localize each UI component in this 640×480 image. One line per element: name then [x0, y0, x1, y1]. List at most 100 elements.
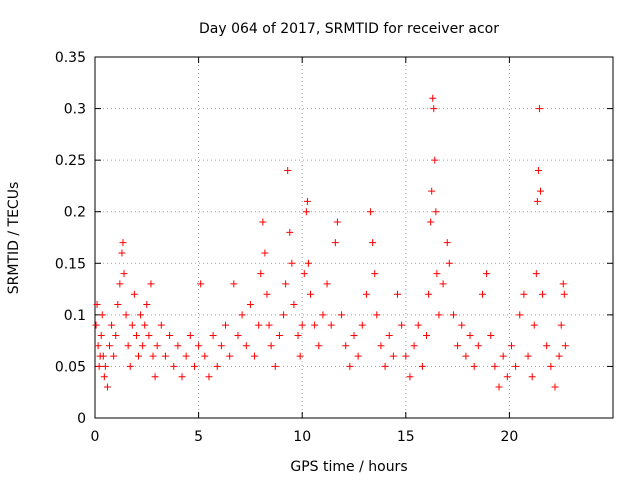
- data-point: [271, 362, 279, 370]
- data-point: [495, 383, 503, 391]
- data-point: [238, 311, 246, 319]
- data-point: [491, 362, 499, 370]
- data-point: [280, 311, 288, 319]
- data-point: [346, 362, 354, 370]
- data-point: [547, 362, 555, 370]
- data-point: [119, 239, 127, 247]
- data-point: [205, 373, 213, 381]
- data-point: [362, 290, 370, 298]
- grid: [95, 57, 613, 418]
- data-point: [333, 218, 341, 226]
- data-point: [474, 342, 482, 350]
- data-point: [95, 362, 103, 370]
- data-point: [195, 342, 203, 350]
- data-point: [112, 331, 120, 339]
- data-point: [242, 342, 250, 350]
- data-point: [153, 342, 161, 350]
- x-tick-label: 10: [293, 429, 311, 445]
- data-point: [201, 352, 209, 360]
- data-point: [311, 321, 319, 329]
- data-point: [559, 280, 567, 288]
- data-point: [103, 383, 111, 391]
- data-point: [435, 311, 443, 319]
- data-point: [534, 166, 542, 174]
- data-point: [449, 311, 457, 319]
- data-point: [418, 362, 426, 370]
- data-point: [323, 280, 331, 288]
- data-point: [533, 197, 541, 205]
- data-point: [147, 280, 155, 288]
- data-point: [100, 373, 108, 381]
- plot-frame: [94, 56, 614, 419]
- data-point: [222, 321, 230, 329]
- data-point: [98, 311, 106, 319]
- data-point: [284, 166, 292, 174]
- data-point: [410, 342, 418, 350]
- data-point: [128, 321, 136, 329]
- data-point: [257, 270, 265, 278]
- data-point: [532, 270, 540, 278]
- data-point: [520, 290, 528, 298]
- data-point: [261, 249, 269, 257]
- data-point: [213, 362, 221, 370]
- data-point: [246, 301, 254, 309]
- data-point: [170, 362, 178, 370]
- data-point: [296, 352, 304, 360]
- data-point: [530, 321, 538, 329]
- data-point: [267, 342, 275, 350]
- data-point: [116, 280, 124, 288]
- data-point: [432, 208, 440, 216]
- data-point: [499, 352, 507, 360]
- data-point: [539, 290, 547, 298]
- data-point: [543, 342, 551, 350]
- y-tick-label: 0: [77, 411, 86, 427]
- data-point: [288, 259, 296, 267]
- chart-title: Day 064 of 2017, SRMTID for receiver aco…: [199, 21, 499, 37]
- data-point: [398, 321, 406, 329]
- data-point: [97, 331, 105, 339]
- data-point: [342, 342, 350, 350]
- data-point: [487, 331, 495, 339]
- y-tick-label: 0.35: [55, 50, 86, 66]
- data-point: [445, 259, 453, 267]
- data-point: [226, 352, 234, 360]
- data-point: [101, 362, 109, 370]
- x-tick-label: 15: [397, 429, 415, 445]
- y-axis-label: SRMTID / TECUs: [6, 182, 22, 295]
- data-point: [394, 290, 402, 298]
- y-tick-label: 0.25: [55, 153, 86, 169]
- data-point: [300, 270, 308, 278]
- data-point: [149, 352, 157, 360]
- data-point: [430, 105, 438, 113]
- data-point: [209, 331, 217, 339]
- data-point: [354, 352, 362, 360]
- data-point: [182, 352, 190, 360]
- data-point: [139, 342, 147, 350]
- data-point: [255, 321, 263, 329]
- data-point: [427, 218, 435, 226]
- data-point: [331, 239, 339, 247]
- y-tick-label: 0.3: [64, 102, 86, 118]
- y-tick-label: 0.2: [64, 205, 86, 221]
- data-point: [303, 197, 311, 205]
- data-point: [385, 331, 393, 339]
- data-point: [371, 270, 379, 278]
- data-point: [265, 321, 273, 329]
- data-point: [259, 218, 267, 226]
- data-point: [439, 280, 447, 288]
- data-point: [315, 342, 323, 350]
- data-point: [93, 301, 101, 309]
- data-point: [197, 280, 205, 288]
- data-point: [425, 290, 433, 298]
- data-point: [106, 342, 114, 350]
- data-point: [367, 208, 375, 216]
- data-point: [94, 342, 102, 350]
- data-point: [524, 352, 532, 360]
- data-point: [166, 331, 174, 339]
- data-point: [217, 342, 225, 350]
- data-point: [512, 362, 520, 370]
- data-point: [120, 270, 128, 278]
- data-point: [135, 352, 143, 360]
- data-point: [406, 373, 414, 381]
